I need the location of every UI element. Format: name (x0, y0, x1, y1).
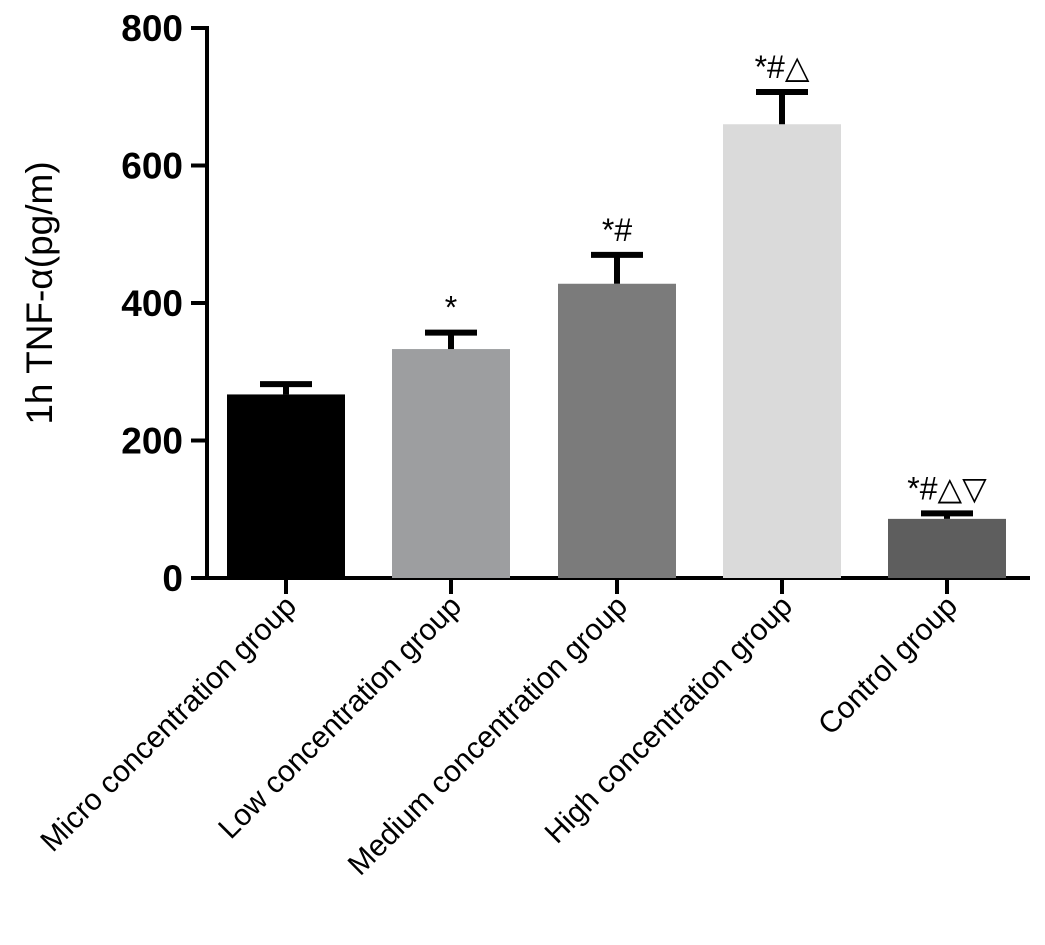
error-bars (260, 88, 973, 519)
x-tick-label: Control group (812, 590, 964, 742)
significance-labels: * *# *#△ *#△▽ (445, 49, 987, 506)
bars (227, 124, 1006, 578)
y-tick-label: 200 (121, 421, 183, 462)
y-axis: 0 200 400 600 800 (121, 8, 209, 599)
y-axis-title: 1h TNF-α(pg/m) (19, 161, 60, 424)
y-tick-label: 800 (121, 8, 183, 49)
y-tick-label: 0 (162, 558, 183, 599)
y-tick-label: 600 (121, 146, 183, 187)
x-tick-label: Medium concentration group (342, 590, 634, 882)
x-axis (205, 576, 1030, 594)
bar (227, 394, 345, 578)
bar (392, 349, 510, 578)
y-axis-title-group: 1h TNF-α(pg/m) (19, 161, 60, 424)
significance-label: * (445, 290, 457, 326)
significance-label: *# (602, 212, 632, 248)
significance-label: *#△▽ (907, 470, 987, 506)
bar (888, 518, 1006, 578)
y-tick-label: 400 (121, 283, 183, 324)
bar (723, 124, 841, 578)
significance-label: *#△ (755, 49, 810, 85)
bar (558, 283, 676, 578)
